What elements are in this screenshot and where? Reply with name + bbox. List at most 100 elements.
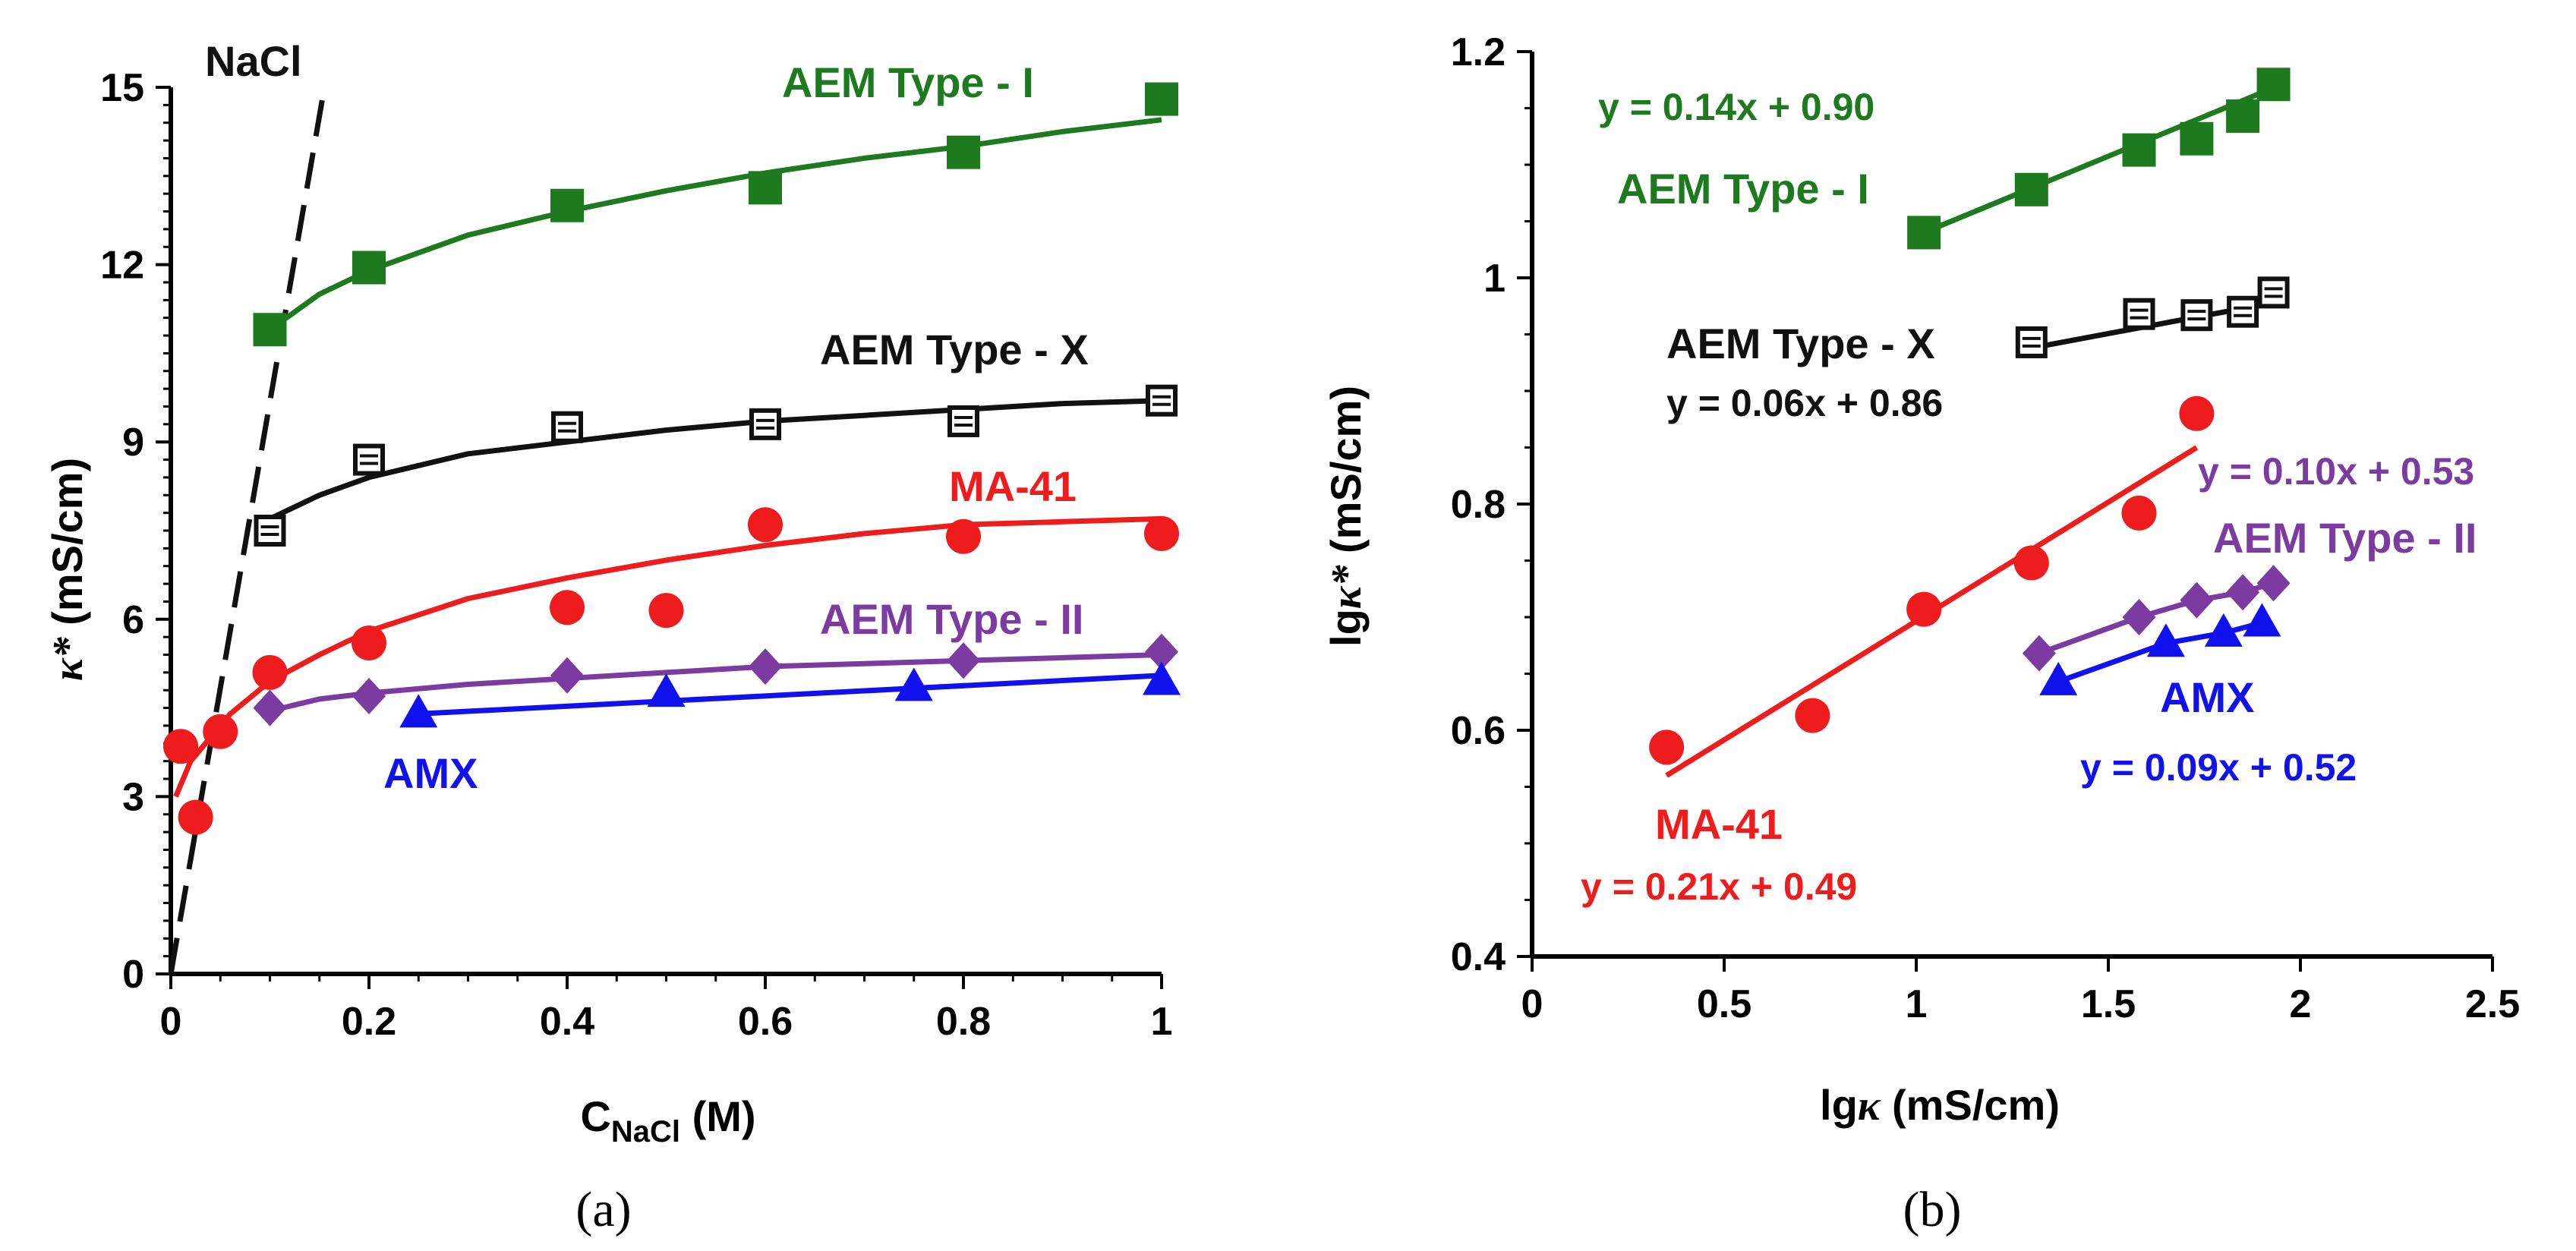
- marker-aem-type-ii: [2180, 581, 2214, 619]
- fit-line-aem-type-i: [1922, 85, 2275, 235]
- annotation-b-type-i: AEM Type - I: [1617, 165, 1869, 213]
- x-tick-label: 0: [160, 1000, 182, 1044]
- equation-ma41: y = 0.21x + 0.49: [1581, 865, 1857, 908]
- equation-type-i: y = 0.14x + 0.90: [1598, 86, 1874, 128]
- marker-aem-type-x-box: [2227, 295, 2259, 328]
- marker-aem-type-ii: [352, 678, 386, 715]
- y-tick-label: 0.4: [1451, 935, 1506, 979]
- y-tick-label: 0: [122, 953, 144, 997]
- x-tick-label: 2.5: [2465, 982, 2520, 1026]
- marker-amx: [1143, 661, 1181, 695]
- marker-aem-type-i: [253, 313, 287, 347]
- y-tick-label: 1.2: [1451, 30, 1506, 74]
- marker-ma-41: [2121, 495, 2157, 531]
- x-tick-label: 0.6: [738, 1000, 793, 1044]
- nacl-dashed-line: [168, 87, 327, 975]
- marker-aem-type-x: [2015, 326, 2048, 358]
- marker-aem-type-i: [2014, 172, 2048, 206]
- x-tick-label: 0.8: [936, 1000, 991, 1044]
- marker-ma-41: [163, 729, 199, 764]
- annotation-ma41: MA-41: [949, 462, 1077, 510]
- marker-aem-type-x-box: [749, 408, 781, 440]
- x-tick-label: 0.5: [1697, 982, 1751, 1026]
- x-tick-label: 1: [1906, 982, 1928, 1026]
- marker-aem-type-i: [2180, 121, 2214, 156]
- marker-aem-type-x: [353, 443, 385, 476]
- marker-aem-type-ii: [2022, 635, 2056, 672]
- x-tick-label: 0.2: [342, 1000, 396, 1044]
- marker-aem-type-ii: [749, 648, 782, 685]
- marker-amx: [399, 694, 438, 728]
- marker-aem-type-i: [2256, 68, 2291, 102]
- marker-aem-type-ii: [947, 642, 980, 679]
- y-tick-label: 12: [100, 244, 144, 288]
- marker-aem-type-i: [352, 251, 386, 285]
- marker-ma-41: [203, 714, 238, 749]
- marker-ma-41: [1906, 591, 1942, 627]
- x-tick-label: 2: [2290, 982, 2312, 1026]
- y-tick-label: 1: [1483, 257, 1506, 301]
- annotation-type-ii: AEM Type - II: [820, 595, 1083, 643]
- marker-ma-41: [748, 507, 783, 543]
- marker-aem-type-i: [1907, 216, 1941, 250]
- annotation-b-type-x: AEM Type - X: [1666, 320, 1935, 367]
- panel-a-y-axis-label: κ* (mS/cm): [43, 458, 92, 681]
- y-tick-label: 6: [122, 598, 144, 642]
- marker-aem-type-x-box: [254, 515, 286, 547]
- marker-aem-type-ii: [2256, 565, 2291, 602]
- marker-aem-type-x: [2257, 276, 2290, 309]
- x-tick-label: 0: [1521, 982, 1543, 1026]
- panel-a: 0 3 6 9 12 15 0 0.2 0.4 0.6 0.8 1 NaCl AEM Type - I…: [43, 37, 1181, 1237]
- marker-aem-type-x: [947, 405, 979, 437]
- marker-aem-type-x: [254, 515, 286, 547]
- marker-ma-41: [2013, 545, 2049, 581]
- equation-amx: y = 0.09x + 0.52: [2080, 746, 2357, 789]
- y-tick-label: 0.6: [1451, 709, 1506, 753]
- x-tick-label: 0.4: [540, 1000, 594, 1044]
- annotation-b-type-ii: AEM Type - II: [2213, 514, 2477, 562]
- marker-aem-type-i: [947, 135, 980, 169]
- marker-aem-type-x: [1146, 384, 1178, 417]
- y-tick-label: 3: [122, 775, 144, 819]
- annotation-b-ma41: MA-41: [1655, 800, 1783, 848]
- marker-amx: [2243, 603, 2281, 637]
- equation-type-x: y = 0.06x + 0.86: [1666, 382, 1943, 424]
- caption-b: (b): [1903, 1182, 1962, 1237]
- marker-ma-41: [352, 625, 386, 660]
- marker-aem-type-x: [749, 408, 781, 440]
- marker-ma-41: [178, 799, 213, 835]
- x-tick-label: 1.5: [2081, 982, 2136, 1026]
- panel-b: 0.4 0.6 0.8 1 1.2 0 0.5 1 1.5 2 2.5 y = 0.14x + 0.…: [1322, 30, 2520, 1237]
- marker-aem-type-x-box: [2180, 299, 2213, 332]
- marker-aem-type-x-box: [2015, 326, 2048, 358]
- y-tick-label: 9: [122, 421, 144, 465]
- annotation-type-x: AEM Type - X: [820, 326, 1089, 373]
- panel-a-x-axis-label: CNaCl (M): [580, 1092, 755, 1149]
- marker-amx: [2146, 623, 2185, 657]
- fit-line-amx: [2057, 620, 2263, 685]
- marker-aem-type-x-box: [2257, 276, 2290, 309]
- panel-a-axes: 0 3 6 9 12 15 0 0.2 0.4 0.6 0.8 1: [100, 66, 1172, 1044]
- marker-aem-type-ii: [2226, 574, 2260, 611]
- panel-b-axes: 0.4 0.6 0.8 1 1.2 0 0.5 1 1.5 2 2.5: [1451, 30, 2520, 1026]
- equation-type-ii: y = 0.10x + 0.53: [2198, 450, 2474, 493]
- marker-aem-type-x: [551, 411, 583, 443]
- marker-aem-type-x-box: [551, 411, 583, 443]
- marker-ma-41: [2179, 395, 2215, 431]
- panel-a-fit-lines: [168, 87, 1162, 975]
- marker-ma-41: [1649, 729, 1685, 765]
- marker-aem-type-ii: [550, 657, 584, 694]
- marker-ma-41: [946, 518, 981, 554]
- marker-aem-type-i: [1145, 82, 1178, 116]
- marker-aem-type-x: [2123, 298, 2155, 330]
- marker-aem-type-i: [550, 188, 584, 222]
- marker-aem-type-x-box: [1146, 384, 1178, 417]
- annotation-nacl: NaCl: [205, 37, 302, 85]
- marker-amx: [894, 667, 933, 701]
- fit-line-amx: [418, 673, 1162, 717]
- marker-aem-type-i: [2226, 99, 2260, 133]
- panel-a-markers: [163, 82, 1181, 835]
- marker-ma-41: [1795, 698, 1830, 733]
- panel-b-markers: [1649, 68, 2291, 765]
